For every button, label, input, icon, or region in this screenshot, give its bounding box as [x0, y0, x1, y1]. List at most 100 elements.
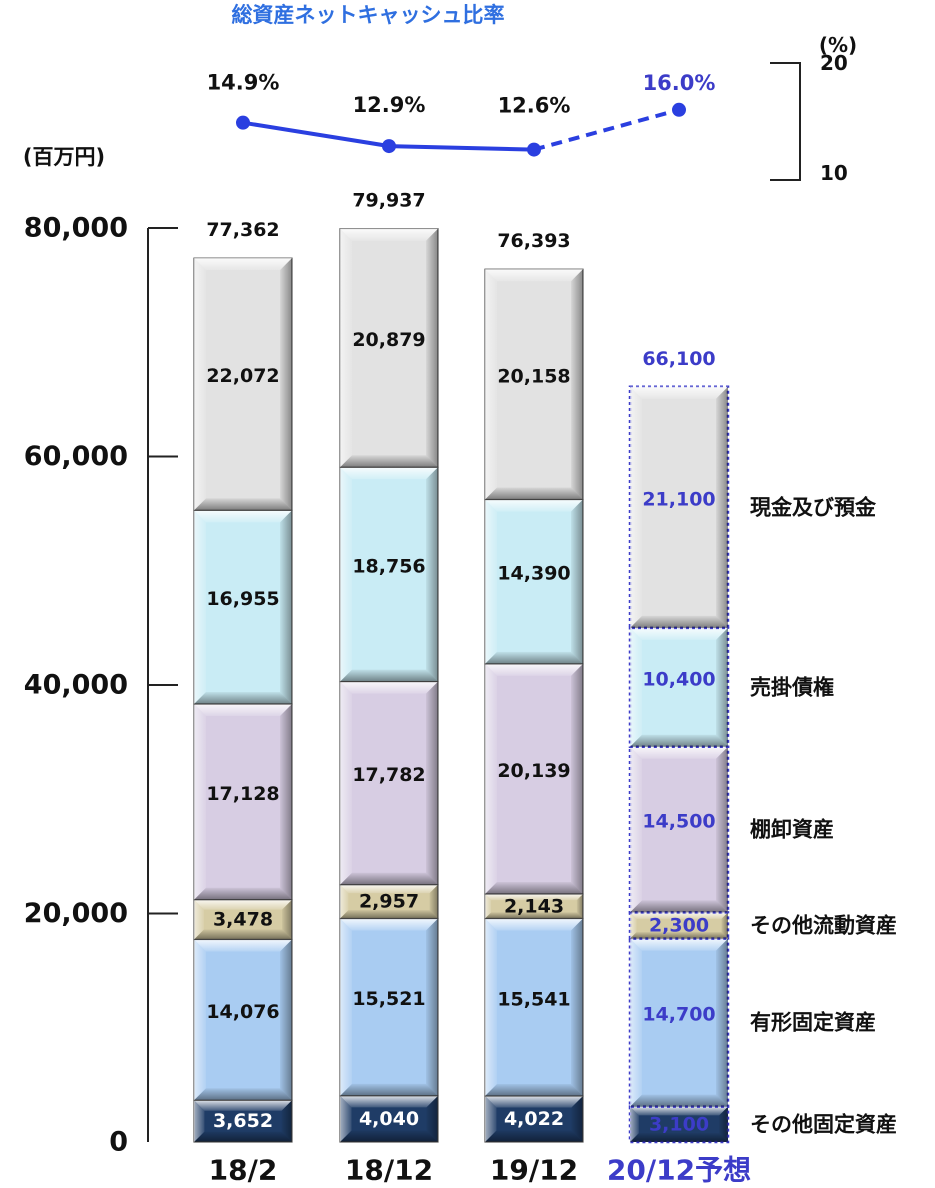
- bar-bevel-bottom: [340, 455, 438, 468]
- bar-bevel-right: [721, 912, 728, 939]
- bar-bevel-left: [340, 884, 349, 919]
- bar-bevel-right: [426, 681, 438, 885]
- bar-segment: 16,955: [193, 509, 293, 705]
- bar-segment: 10,400: [628, 626, 730, 748]
- bar-segment: 17,128: [193, 703, 293, 901]
- bar-total-label: 76,393: [497, 230, 570, 252]
- bar-bevel-right: [426, 918, 438, 1096]
- bar-bevel-right: [282, 899, 292, 940]
- bar-total-label: 79,937: [352, 190, 425, 212]
- bar-value-label: 14,700: [642, 1004, 715, 1026]
- y-tick-label: 0: [109, 1127, 128, 1158]
- bar-bevel-right: [716, 386, 728, 628]
- line-value-label: 16.0%: [643, 71, 716, 95]
- bar-value-label: 20,879: [352, 329, 425, 351]
- line-point: [672, 102, 686, 117]
- bar-segment-fill: [484, 917, 584, 1097]
- x-category-label: 19/12: [490, 1154, 578, 1187]
- bar-bevel-bottom: [485, 651, 583, 664]
- bar-bevel-bottom: [485, 882, 583, 895]
- line-unit-label: (%): [819, 33, 857, 57]
- bar-bevel-bottom: [340, 669, 438, 682]
- legend-series-label: 売掛債権: [750, 675, 834, 699]
- bar-bevel-left: [194, 704, 206, 900]
- bar-segment: 15,521: [339, 917, 439, 1097]
- bar-segment: 3,100: [628, 1105, 730, 1144]
- bar-bevel-left: [340, 228, 352, 468]
- bar-value-label: 14,390: [497, 563, 570, 585]
- bar-segment: 21,100: [628, 385, 730, 630]
- bar-bevel-top: [485, 894, 583, 901]
- bar-value-label: 17,782: [352, 764, 425, 786]
- bar-segment: 20,158: [484, 268, 584, 501]
- net-cash-ratio-chart: 総資産ネットキャッシュ比率 (%) 20 10: [232, 3, 858, 185]
- bar-value-label: 20,139: [497, 760, 570, 782]
- bar-segment-fill: [339, 228, 439, 468]
- bar-segment-fill: [193, 257, 293, 511]
- bar-bevel-top: [630, 386, 728, 399]
- bar-bevel-bottom: [340, 910, 438, 919]
- bar-segment: 4,022: [484, 1095, 584, 1143]
- legend-series-label: その他固定資産: [750, 1112, 897, 1136]
- bar-segment: 20,879: [339, 228, 439, 468]
- bar-bevel-bottom: [194, 1088, 292, 1101]
- y-tick-label: 80,000: [24, 213, 128, 244]
- bar-bevel-left: [630, 386, 642, 628]
- bar-value-label: 16,955: [206, 588, 279, 610]
- bar-value-label: 3,100: [649, 1113, 709, 1135]
- bar-bevel-left: [340, 467, 352, 682]
- bar-unit-label: (百万円): [23, 145, 105, 169]
- bar-value-label: 2,300: [649, 914, 709, 936]
- bar-bevel-right: [719, 1106, 728, 1142]
- bar-segment: 2,143: [484, 893, 584, 920]
- line-value-label: 12.9%: [353, 93, 426, 117]
- bar-value-label: 14,076: [206, 1001, 279, 1023]
- x-category-label: 20/12予想: [607, 1154, 751, 1187]
- line-point: [527, 142, 541, 157]
- bar-bevel-left: [630, 1106, 639, 1142]
- bar-bevel-top: [630, 938, 728, 951]
- bar-segment: 15,541: [484, 917, 584, 1097]
- legend-series-label: 有形固定資産: [750, 1011, 876, 1035]
- bar-bevel-top: [194, 258, 292, 271]
- bar-value-label: 21,100: [642, 488, 715, 510]
- bar-bevel-left: [630, 746, 642, 913]
- legend-series-label: その他流動資産: [750, 913, 897, 937]
- bar-segment-fill: [193, 509, 293, 705]
- bar-bevel-bottom: [194, 887, 292, 900]
- bar-bevel-left: [485, 269, 497, 500]
- bar-bevel-top: [630, 912, 728, 919]
- bar-bevel-right: [429, 884, 438, 919]
- bar-bevel-top: [194, 510, 292, 523]
- bar-value-label: 4,040: [359, 1108, 419, 1130]
- bar-segment-fill: [339, 917, 439, 1097]
- bar-value-label: 2,143: [504, 895, 564, 917]
- bar-total-label: 77,362: [206, 219, 279, 241]
- bar-bevel-left: [194, 899, 204, 940]
- bar-bevel-left: [485, 894, 492, 919]
- bar-value-label: 15,521: [352, 988, 425, 1010]
- bar-bevel-top: [485, 663, 583, 676]
- bar-bevel-right: [426, 467, 438, 682]
- y-tick-label: 40,000: [24, 670, 128, 701]
- bar-bevel-top: [340, 681, 438, 694]
- bar-bevel-bottom: [194, 929, 292, 940]
- bar-value-label: 14,500: [642, 811, 715, 833]
- bar-bevel-bottom: [630, 615, 728, 628]
- bar-bevel-right: [571, 499, 583, 664]
- y-tick-label: 20,000: [24, 898, 128, 929]
- bar-value-label: 15,541: [497, 988, 570, 1010]
- legend-series-label: 現金及び預金: [750, 495, 877, 519]
- bar-segment-fill: [339, 680, 439, 886]
- line-point: [236, 115, 250, 130]
- bar-bevel-top: [194, 899, 292, 910]
- bar-bevel-left: [340, 1095, 352, 1142]
- bar-bevel-left: [485, 663, 497, 895]
- bar-bevel-right: [280, 704, 292, 900]
- bar-bevel-right: [576, 894, 583, 919]
- bar-bevel-right: [280, 510, 292, 705]
- bar-bevel-bottom: [194, 1131, 292, 1142]
- bar-bevel-left: [194, 258, 206, 511]
- x-category-label: 18/12: [345, 1154, 433, 1187]
